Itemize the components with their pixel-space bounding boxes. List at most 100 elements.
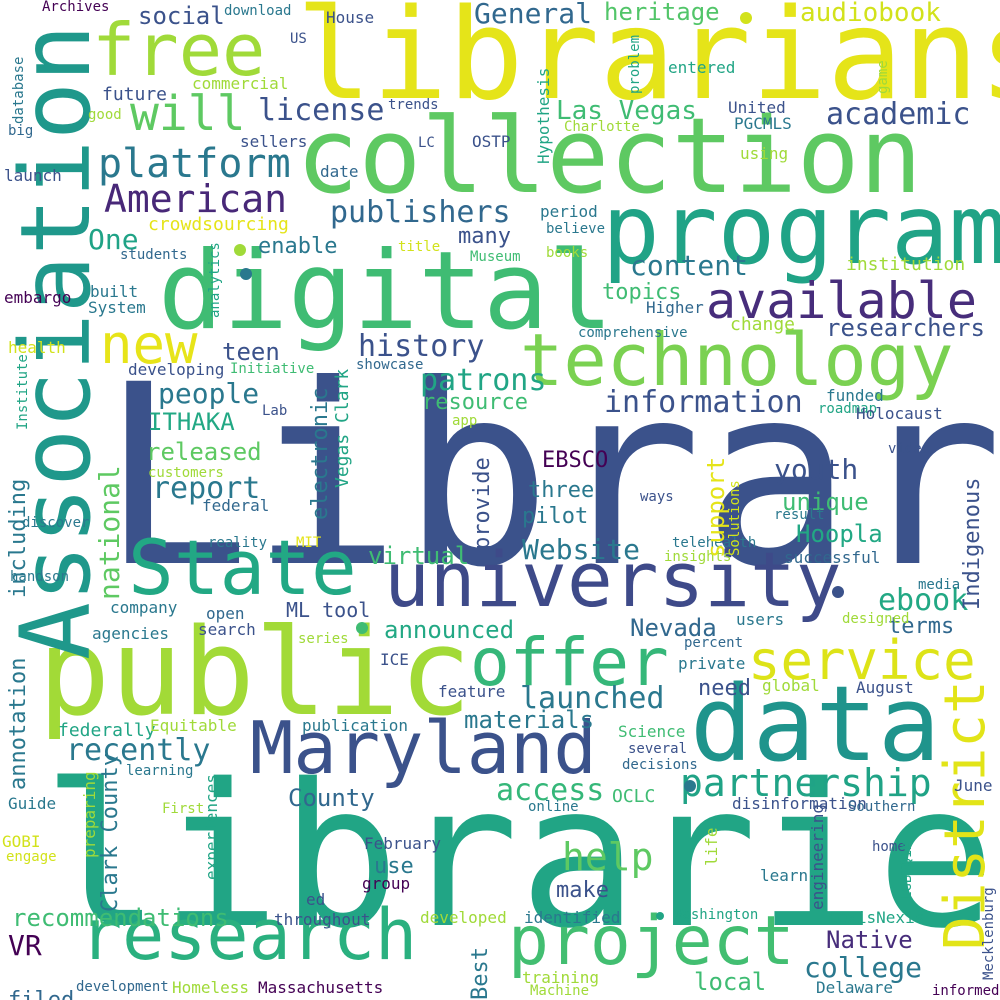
word: heritage [604, 0, 720, 26]
word: offer [470, 624, 669, 701]
word: platform [98, 141, 291, 187]
dot [234, 244, 246, 256]
word: group [362, 874, 411, 893]
word: Hypothesis [534, 67, 553, 164]
word: Massachusetts [258, 978, 384, 997]
word: available [706, 272, 977, 330]
word: academic [826, 97, 971, 132]
word: Hoopla [796, 520, 883, 548]
word: publication [302, 716, 408, 735]
word: books [546, 245, 589, 261]
word: terms [888, 614, 955, 639]
word: August [856, 678, 914, 697]
word: people [158, 377, 260, 410]
word: information [604, 385, 803, 420]
word: PGCMLS [734, 114, 792, 133]
word: LGBTQIA [899, 840, 915, 900]
word: decisions [622, 757, 698, 773]
word: change [730, 314, 796, 335]
word: released [146, 438, 262, 466]
word: handson [10, 569, 70, 585]
word: public [38, 604, 472, 743]
word: ICE [380, 650, 409, 669]
word: LC [418, 135, 435, 151]
word: One [88, 223, 139, 256]
word: County [288, 784, 375, 812]
word: developed [420, 908, 507, 927]
word: publishers [330, 195, 511, 230]
word: June [954, 776, 993, 795]
word: insights [664, 549, 732, 565]
word: Equitable [150, 716, 237, 735]
word: Charlotte [564, 119, 640, 135]
word: Holocaust [856, 404, 943, 423]
word: discover [22, 515, 90, 531]
word: partnership [680, 761, 932, 805]
word: reality [208, 535, 268, 551]
word: content [630, 249, 749, 282]
word: private [678, 654, 746, 673]
word: Best [468, 947, 493, 1000]
dot [684, 780, 696, 792]
dot [832, 586, 844, 598]
word: company [110, 598, 178, 617]
word: training [522, 968, 600, 987]
word: learn [760, 866, 809, 885]
word: national [93, 465, 126, 600]
word: data [690, 663, 941, 785]
word: series [298, 631, 349, 647]
word: ed [306, 890, 326, 909]
word: Library [100, 331, 1000, 622]
word: experiences [202, 774, 221, 880]
word: launch [4, 166, 62, 185]
word: System [88, 298, 146, 317]
word: launched [520, 681, 665, 716]
word: app [452, 413, 478, 429]
word: LexisNexis [828, 908, 925, 927]
word: Machine [530, 983, 590, 999]
word: topics [602, 280, 682, 305]
word: ebook [878, 583, 969, 618]
word: program [602, 174, 1000, 286]
word: health [8, 338, 66, 357]
word: many [458, 224, 511, 249]
word: search [198, 620, 256, 639]
word: download [224, 3, 292, 19]
word: announced [384, 616, 515, 644]
word: showcase [356, 357, 424, 373]
word: First [162, 801, 205, 817]
word: including [6, 478, 31, 598]
word: US [290, 31, 307, 47]
word: ITHAKA [148, 408, 235, 436]
word: Lab [262, 403, 288, 419]
word: libraries [42, 741, 1000, 972]
word: federal [202, 496, 270, 515]
word: help [562, 835, 654, 879]
dot [356, 622, 368, 634]
word: students [120, 247, 188, 263]
word: resource [422, 390, 528, 415]
word: designed [842, 611, 910, 627]
word: virtual [368, 542, 470, 570]
word: make [556, 878, 609, 903]
word: support [702, 456, 730, 558]
word: identified [524, 908, 621, 927]
word: feature [438, 682, 506, 701]
word: result [774, 507, 825, 523]
word: librarians [296, 0, 1000, 128]
word: OCLC [612, 786, 656, 807]
word: college [804, 951, 923, 984]
word: problem [627, 34, 643, 94]
word: Mecklenburg [981, 887, 997, 980]
word: Institute [15, 354, 31, 430]
word: Las Vegas [556, 96, 697, 126]
word: using [740, 144, 789, 163]
word: comprehensive [578, 325, 688, 341]
word: Initiative [230, 361, 315, 377]
word: access [496, 773, 605, 808]
word: developing [128, 360, 225, 379]
word: General [474, 0, 593, 30]
word: federally [58, 720, 156, 741]
word: commercial [192, 74, 289, 93]
